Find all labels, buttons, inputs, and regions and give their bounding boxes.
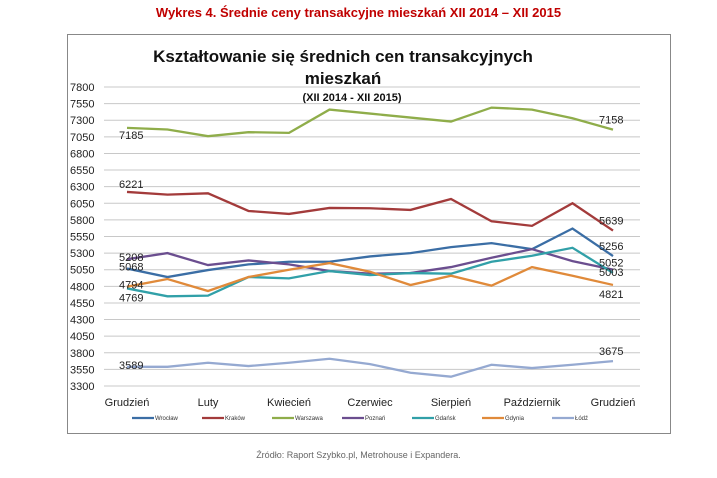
data-label: 4769 [119,292,143,304]
x-tick-label: Kwiecień [267,397,311,409]
y-tick-label: 7800 [70,82,94,94]
x-tick-label: Czerwiec [347,397,393,409]
data-label: 4821 [599,289,623,301]
y-tick-label: 3300 [70,381,94,393]
y-tick-label: 5050 [70,265,94,277]
y-tick-label: 5550 [70,232,94,244]
source-note: Źródło: Raport Szybko.pl, Metrohouse i E… [256,450,461,460]
series-line-Warszawa [126,106,614,138]
data-label: 6221 [119,179,143,191]
y-tick-label: 4300 [70,315,94,327]
data-label: 5639 [599,216,623,228]
data-label: 5052 [599,258,623,270]
y-tick-label: 6800 [70,148,94,160]
y-tick-label: 3800 [70,348,94,360]
chart-title: Kształtowanie się średnich cen transakcy… [153,47,533,88]
series-line-Kraków [126,190,614,232]
x-tick-label: Grudzień [591,397,636,409]
y-tick-label: 5300 [70,248,94,260]
y-tick-label: 7050 [70,132,94,144]
series-line-Poznań [126,247,614,275]
legend-label: Poznań [365,416,385,422]
data-label: 3589 [119,360,143,372]
legend-label: Łódź [575,416,588,422]
y-tick-label: 6300 [70,182,94,194]
legend-label: Gdynia [505,416,525,422]
y-tick-label: 6050 [70,198,94,210]
y-tick-label: 5800 [70,215,94,227]
x-tick-label: Grudzień [105,397,150,409]
y-tick-label: 4800 [70,281,94,293]
data-label: 4794 [119,280,143,292]
series-line-Łódź [127,357,614,378]
series-line-Gdynia [126,261,614,293]
x-tick-label: Październik [504,397,561,409]
data-label: 5208 [119,252,143,264]
y-tick-label: 4050 [70,331,94,343]
y-tick-label: 3550 [70,364,94,376]
legend-label: Wrocław [155,416,179,422]
data-label: 5256 [599,241,623,253]
y-tick-label: 6550 [70,165,94,177]
figure-title: Wykres 4. Średnie ceny transakcyjne mies… [155,5,562,20]
data-label: 5003 [599,267,623,279]
y-tick-label: 4550 [70,298,94,310]
y-tick-label: 7300 [70,115,94,127]
legend-label: Warszawa [295,416,323,422]
data-label: 3675 [599,346,623,358]
y-tick-label: 7550 [70,99,94,111]
series-line-Gdańsk [126,246,614,298]
data-label: 7185 [119,130,143,142]
x-tick-label: Sierpień [431,397,471,409]
legend-label: Kraków [225,416,246,422]
x-tick-label: Luty [198,397,219,409]
chart-subtitle: (XII 2014 - XII 2015) [302,92,401,104]
data-label: 5068 [119,262,143,274]
data-label: 7158 [599,115,623,127]
legend-label: Gdańsk [435,416,457,422]
